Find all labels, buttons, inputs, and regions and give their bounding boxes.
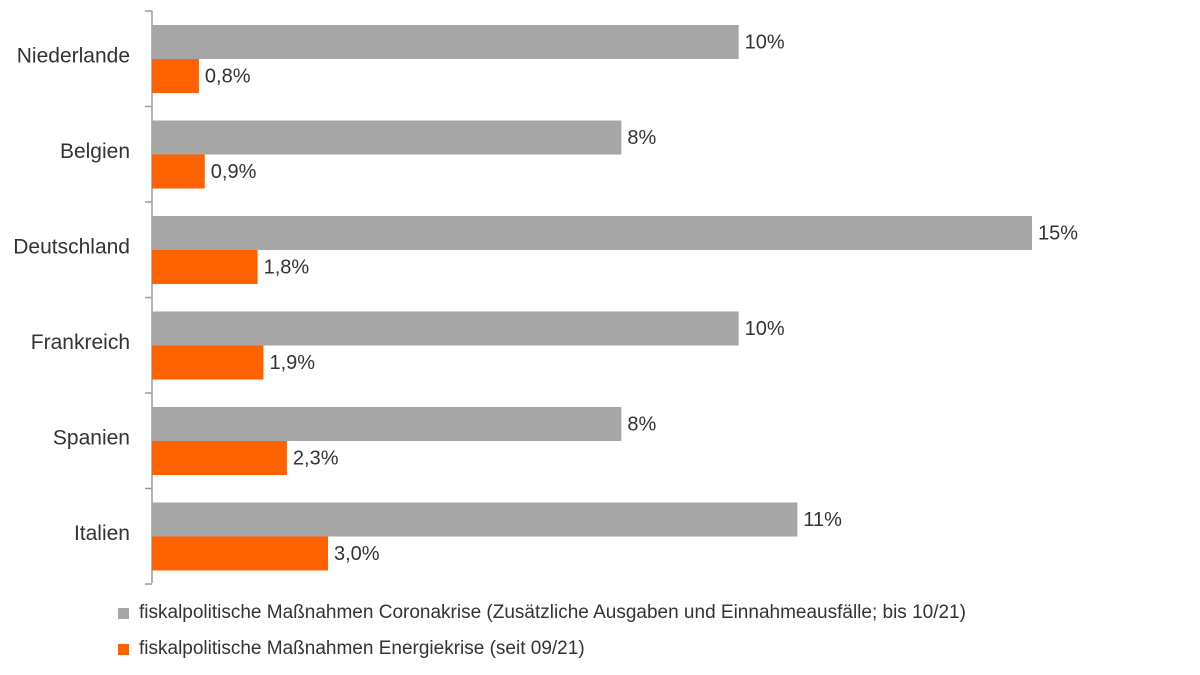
bar-chart: Niederlande Belgien Deutschland Frankreich S… <box>13 10 1078 585</box>
legend-swatch-gray <box>118 607 129 619</box>
bar-energiekrise <box>152 154 205 189</box>
value-label-energiekrise: 1,8% <box>264 256 310 278</box>
bar-energiekrise <box>152 345 264 380</box>
bar-energiekrise <box>152 250 258 284</box>
bar-coronakrise <box>152 502 798 537</box>
category-label: Spanien <box>53 427 130 450</box>
bar-energiekrise <box>152 536 328 571</box>
y-axis-ticks <box>145 10 152 585</box>
legend-swatch-orange <box>118 643 129 655</box>
category-labels: Niederlande Belgien Deutschland Frankreich S… <box>13 45 130 546</box>
value-label-energiekrise: 2,3% <box>293 447 339 469</box>
category-label: Italien <box>74 522 130 545</box>
bar-energiekrise <box>152 441 287 475</box>
bar-energiekrise <box>152 59 199 93</box>
bar-coronakrise <box>152 25 739 59</box>
value-label-coronakrise: 8% <box>627 127 656 149</box>
bar-coronakrise <box>152 311 739 346</box>
bar-coronakrise <box>152 216 1032 250</box>
bar-coronakrise <box>152 407 622 441</box>
value-label-coronakrise: 10% <box>745 318 785 340</box>
value-label-energiekrise: 1,9% <box>269 352 315 374</box>
value-label-coronakrise: 11% <box>803 509 842 531</box>
value-label-energiekrise: 0,8% <box>205 65 251 87</box>
value-label-coronakrise: 10% <box>745 31 785 53</box>
value-label-energiekrise: 0,9% <box>211 161 257 183</box>
category-label: Frankreich <box>31 331 130 354</box>
value-label-energiekrise: 3,0% <box>334 543 380 565</box>
category-label: Deutschland <box>13 236 130 259</box>
bars <box>152 25 1032 571</box>
category-label: Niederlande <box>17 45 130 68</box>
value-label-coronakrise: 15% <box>1038 222 1078 244</box>
category-label: Belgien <box>60 140 130 163</box>
value-label-coronakrise: 8% <box>627 413 656 435</box>
legend-item-coronakrise: fiskalpolitische Maßnahmen Coronakrise (… <box>118 602 966 624</box>
bar-coronakrise <box>152 120 622 155</box>
value-labels: 10% 0,8% 8% 0,9% 15% 1,8% 10% 1,9% 8% 2,3% 11% 3,0% <box>205 31 1078 565</box>
legend-item-energiekrise: fiskalpolitische Maßnahmen Energiekrise … <box>118 638 585 660</box>
legend-label-energiekrise: fiskalpolitische Maßnahmen Energiekrise … <box>139 638 585 659</box>
legend-label-coronakrise: fiskalpolitische Maßnahmen Coronakrise (… <box>139 602 966 623</box>
